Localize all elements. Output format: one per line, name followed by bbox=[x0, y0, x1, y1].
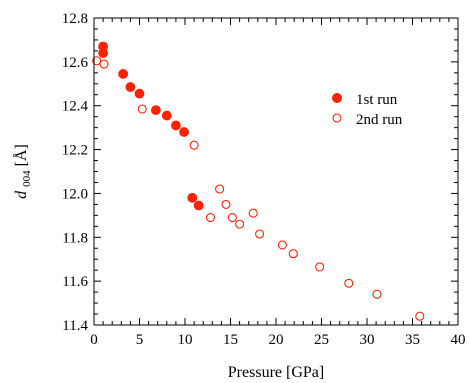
data-point-1st-run-5 bbox=[150, 105, 161, 115]
legend: 1st run 2nd run bbox=[332, 92, 403, 128]
data-point-2nd-run-2 bbox=[137, 104, 147, 114]
data-point-2nd-run-7 bbox=[227, 213, 237, 223]
data-point-2nd-run-15 bbox=[372, 289, 382, 299]
data-point-1st-run-6 bbox=[161, 110, 172, 121]
data-point-1st-run-3 bbox=[125, 82, 136, 92]
y-axis-label-subscript: 004 bbox=[21, 170, 33, 187]
x-tick-label: 5 bbox=[136, 332, 144, 348]
data-point-2nd-run-11 bbox=[277, 240, 287, 250]
y-tick-label: 11.6 bbox=[62, 274, 88, 290]
data-point-2nd-run-16 bbox=[415, 311, 425, 321]
data-points bbox=[92, 41, 425, 321]
legend-label-2nd-run: 2nd run bbox=[356, 112, 403, 128]
data-point-2nd-run-12 bbox=[288, 249, 298, 259]
x-tick-label: 40 bbox=[451, 332, 466, 348]
data-point-2nd-run-5 bbox=[215, 184, 225, 194]
data-point-2nd-run-4 bbox=[205, 213, 216, 223]
ticks-layer bbox=[93, 17, 459, 326]
x-tick-label: 10 bbox=[178, 332, 193, 348]
y-tick-labels: 11.4 11.6 11.8 12.0 12.2 12.4 12.6 12.8 bbox=[62, 11, 89, 334]
y-tick-label: 12.8 bbox=[62, 11, 88, 27]
data-point-2nd-run-8 bbox=[235, 219, 245, 229]
y-tick-label: 12.2 bbox=[62, 143, 88, 159]
plot-frame bbox=[93, 17, 459, 326]
y-tick-label: 12.6 bbox=[62, 55, 89, 71]
y-axis-label-main: d bbox=[13, 190, 30, 199]
x-tick-label: 30 bbox=[360, 332, 375, 348]
data-point-1st-run-7 bbox=[170, 120, 181, 131]
legend-label-1st-run: 1st run bbox=[356, 92, 398, 108]
data-point-1st-run-1 bbox=[98, 48, 108, 58]
x-tick-label: 35 bbox=[405, 332, 420, 348]
x-tick-labels: 0 5 10 15 20 25 30 35 40 bbox=[90, 332, 465, 348]
x-tick-label: 15 bbox=[223, 332, 238, 348]
data-point-2nd-run-0 bbox=[92, 56, 102, 66]
x-axis-label: Pressure [GPa] bbox=[228, 364, 324, 381]
y-axis-label-unit: [Å] bbox=[12, 144, 30, 166]
legend-marker-2nd-run bbox=[332, 113, 342, 123]
x-tick-label: 20 bbox=[269, 332, 284, 348]
data-point-1st-run-10 bbox=[193, 200, 204, 211]
y-tick-label: 11.4 bbox=[62, 318, 88, 334]
data-point-2nd-run-1 bbox=[99, 59, 109, 69]
x-tick-label: 25 bbox=[314, 332, 329, 348]
data-point-2nd-run-3 bbox=[189, 140, 199, 150]
legend-marker-1st-run bbox=[332, 93, 342, 103]
data-point-2nd-run-9 bbox=[248, 208, 258, 218]
data-point-2nd-run-6 bbox=[221, 199, 231, 209]
data-point-1st-run-9 bbox=[187, 192, 198, 203]
y-tick-label: 12.0 bbox=[62, 186, 88, 202]
data-point-2nd-run-14 bbox=[344, 278, 354, 288]
data-point-1st-run-2 bbox=[118, 69, 129, 79]
y-tick-label: 12.4 bbox=[62, 99, 89, 115]
x-tick-label: 0 bbox=[90, 332, 98, 348]
data-point-2nd-run-13 bbox=[315, 262, 325, 272]
data-point-2nd-run-10 bbox=[255, 229, 265, 239]
data-point-1st-run-8 bbox=[179, 127, 189, 137]
data-point-1st-run-4 bbox=[134, 88, 145, 99]
y-tick-label: 11.8 bbox=[62, 230, 88, 246]
y-axis-label: d 004 [Å] bbox=[12, 144, 34, 199]
